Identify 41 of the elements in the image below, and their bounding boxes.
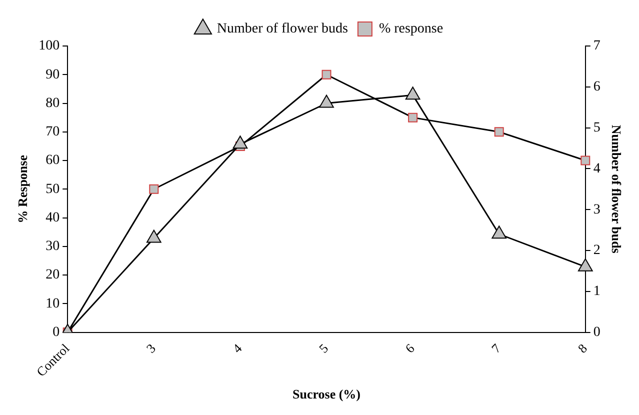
y-tick-label: 100 bbox=[38, 38, 60, 54]
y-tick-label: 40 bbox=[46, 210, 60, 226]
x-tick-label: 8 bbox=[574, 340, 590, 356]
y-tick-label: 80 bbox=[46, 96, 60, 111]
point bbox=[492, 226, 507, 239]
x-tick-label: 4 bbox=[230, 340, 246, 356]
y2-tick-label: 1 bbox=[593, 284, 600, 300]
x-tick-label: 7 bbox=[488, 340, 504, 356]
point bbox=[578, 258, 593, 272]
y-tick-label: 20 bbox=[46, 268, 60, 283]
y2-tick-label: 6 bbox=[593, 80, 600, 95]
x-tick-label: 5 bbox=[316, 340, 332, 356]
y2-tick-label: 4 bbox=[593, 161, 600, 176]
x-axis-title: Sucrose (%) bbox=[292, 386, 361, 402]
y-tick-label: 70 bbox=[46, 124, 60, 140]
legend-label: Number of flower buds bbox=[216, 22, 348, 37]
y-tick-label: 50 bbox=[46, 182, 60, 197]
x-tick-label: 6 bbox=[402, 340, 418, 356]
x-tick-label: 3 bbox=[143, 340, 158, 356]
y-tick-label: 60 bbox=[46, 153, 60, 168]
point bbox=[580, 156, 590, 166]
point bbox=[146, 230, 162, 243]
y-tick-label: 90 bbox=[46, 67, 60, 82]
y-tick-label: 30 bbox=[46, 239, 60, 254]
legend-label: % response bbox=[378, 22, 444, 37]
point bbox=[149, 184, 159, 194]
point bbox=[408, 112, 418, 122]
y2-tick-label: 0 bbox=[593, 324, 600, 340]
point bbox=[232, 136, 248, 149]
y2-tick-label: 3 bbox=[593, 202, 600, 218]
y2-tick-label: 5 bbox=[593, 120, 600, 136]
y-axis-title: % Response bbox=[15, 154, 30, 224]
point bbox=[405, 86, 420, 100]
y2-axis-title: Number of flower buds bbox=[608, 124, 624, 254]
y2-tick-label: 7 bbox=[593, 38, 600, 54]
y-tick-label: 10 bbox=[46, 296, 60, 312]
point bbox=[322, 70, 332, 80]
point bbox=[494, 127, 504, 137]
y-tick-label: 0 bbox=[52, 324, 60, 340]
point bbox=[319, 94, 334, 108]
y2-tick-label: 2 bbox=[593, 243, 600, 258]
